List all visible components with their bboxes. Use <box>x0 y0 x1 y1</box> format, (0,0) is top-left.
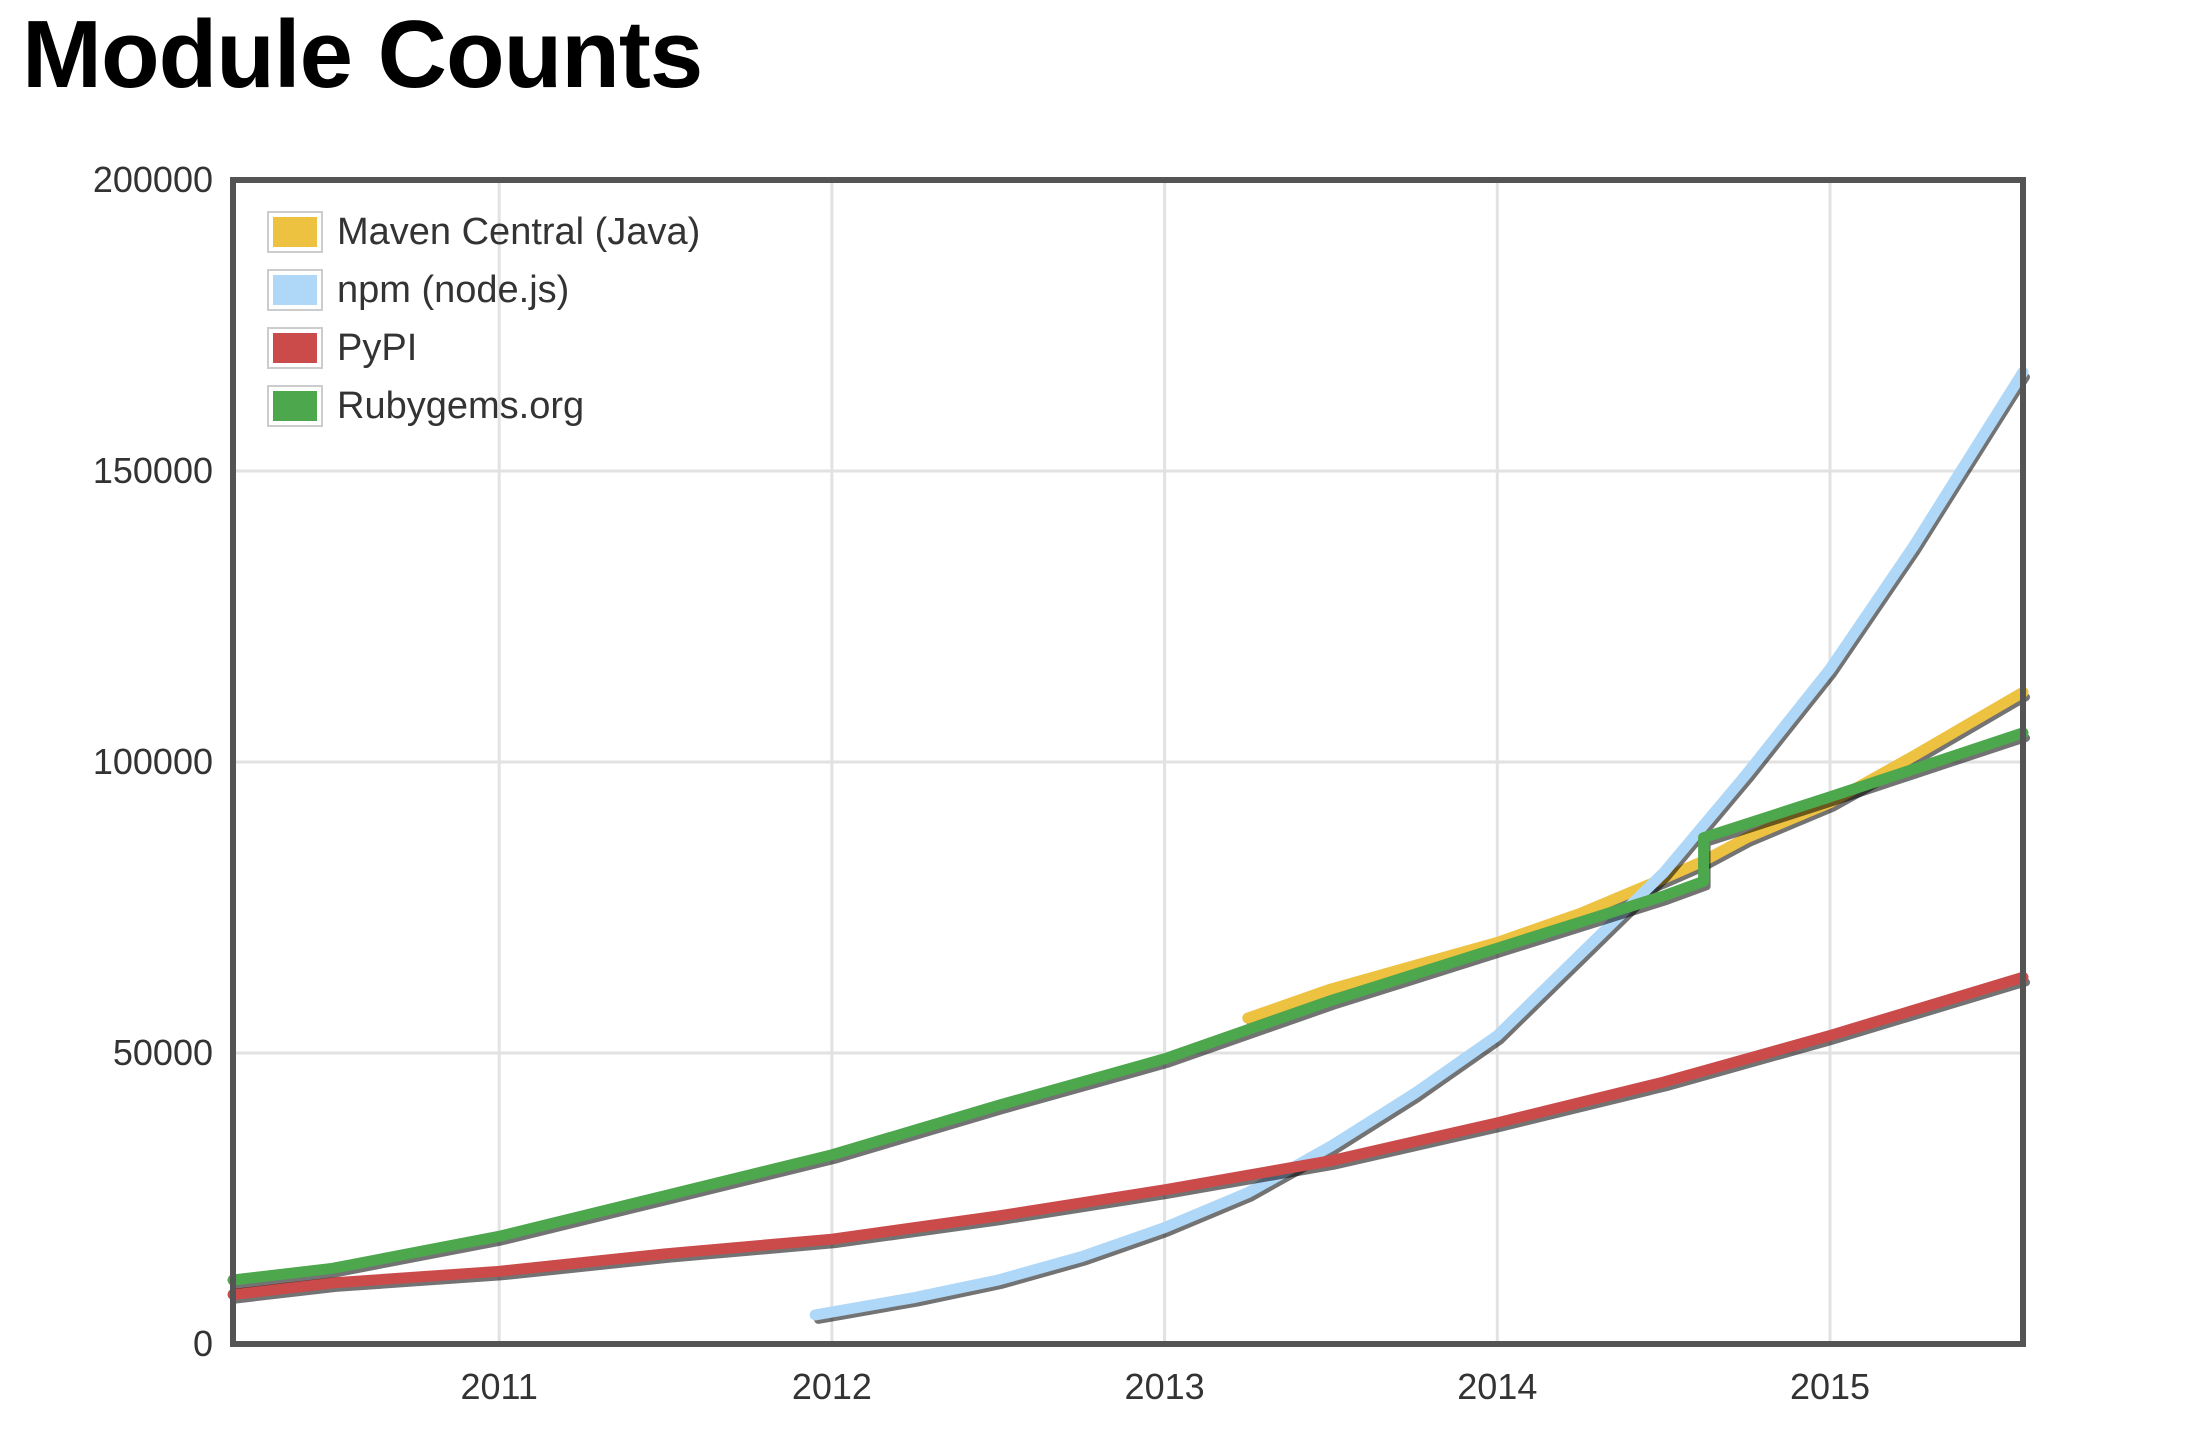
series-line-rubygems-org <box>227 727 2029 1286</box>
y-tick-label: 200000 <box>93 159 213 200</box>
legend-label: npm (node.js) <box>337 269 569 311</box>
legend-swatch <box>273 275 317 305</box>
page-title: Module Counts <box>22 1 703 108</box>
x-tick-label: 2014 <box>1457 1366 1537 1407</box>
series-line-pypi <box>227 971 2029 1300</box>
chart-legend: Maven Central (Java) npm (node.js) PyPI Rub… <box>267 211 700 427</box>
legend-label: Maven Central (Java) <box>337 211 700 253</box>
chart-grid <box>233 180 2023 1344</box>
legend-swatch <box>273 391 317 421</box>
series-shadow <box>814 373 2030 1324</box>
y-tick-label: 150000 <box>93 450 213 491</box>
y-tick-label: 0 <box>193 1323 213 1364</box>
chart-axes: 0 50000 100000 150000 200000 2011 2012 2013 2014… <box>93 159 1870 1407</box>
x-tick-label: 2012 <box>792 1366 872 1407</box>
x-tick-label: 2011 <box>460 1366 537 1407</box>
plot-frame <box>230 177 2026 1347</box>
legend-swatch <box>273 333 317 363</box>
x-tick-label: 2015 <box>1790 1366 1870 1407</box>
legend-label: PyPI <box>337 327 417 369</box>
y-tick-label: 100000 <box>93 741 213 782</box>
chart-series <box>227 366 2030 1324</box>
legend-swatch <box>273 217 317 247</box>
series-line-maven-central-java <box>1242 686 2029 1024</box>
series-line-npm-node-js <box>809 366 2029 1321</box>
x-tick-label: 2013 <box>1125 1366 1205 1407</box>
series-shadow <box>232 978 2030 1304</box>
y-tick-label: 50000 <box>113 1032 213 1073</box>
legend-label: Rubygems.org <box>337 385 584 427</box>
